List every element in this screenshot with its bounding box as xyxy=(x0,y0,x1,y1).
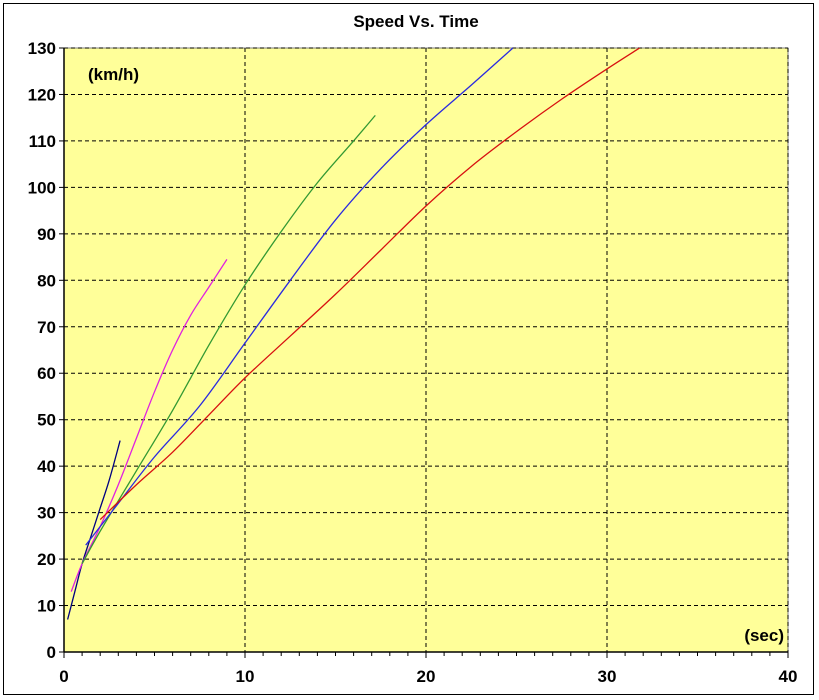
y-tick-label: 60 xyxy=(37,364,56,383)
series-layer xyxy=(66,47,640,620)
y-tick-label: 20 xyxy=(37,550,56,569)
series-line-1 xyxy=(66,440,121,620)
y-tick-label: 130 xyxy=(28,39,56,58)
series-line-5 xyxy=(99,47,640,521)
y-tick-label: 70 xyxy=(37,318,56,337)
y-unit-label: (km/h) xyxy=(88,65,139,84)
y-tick-label: 100 xyxy=(28,178,56,197)
y-tick-label: 30 xyxy=(37,504,56,523)
y-tick-label: 90 xyxy=(37,225,56,244)
series-line-2 xyxy=(70,259,228,592)
y-tick-label: 40 xyxy=(37,457,56,476)
y-tick-label: 10 xyxy=(37,597,56,616)
x-tick-label: 30 xyxy=(598,667,617,686)
x-tick-label: 0 xyxy=(59,667,68,686)
y-tick-label: 0 xyxy=(47,643,56,662)
series-line-3 xyxy=(81,114,376,565)
y-tick-label: 50 xyxy=(37,411,56,430)
series-line-4 xyxy=(85,47,514,546)
x-tick-label: 20 xyxy=(417,667,436,686)
chart-title: Speed Vs. Time xyxy=(353,12,478,31)
x-unit-label: (sec) xyxy=(744,626,784,645)
y-tick-label: 120 xyxy=(28,85,56,104)
tick-labels: 0 10 20 30 40 50 60 70 80 90 100 110 120 130 0 10 20 30 40 xyxy=(28,39,798,686)
x-tick-label: 40 xyxy=(779,667,798,686)
y-tick-label: 80 xyxy=(37,271,56,290)
x-tick-label: 10 xyxy=(236,667,255,686)
y-tick-label: 110 xyxy=(29,132,56,151)
